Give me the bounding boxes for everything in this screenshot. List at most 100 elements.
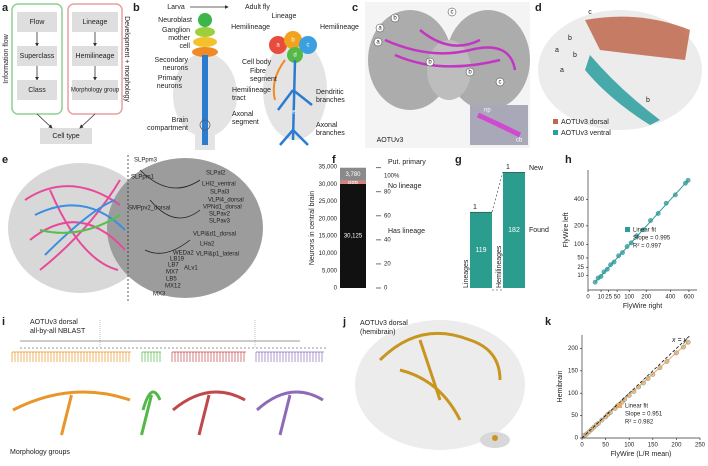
side-label: Information flow (3, 33, 10, 83)
y-tick-label: 50 (571, 413, 578, 419)
y-tick-label: 10 (577, 273, 584, 279)
x-tick-label: 50 (614, 295, 621, 301)
x-tick-label: 100 (624, 295, 635, 301)
lineage-label: VLPl&d1_dorsal (193, 232, 236, 238)
y2-tick-label: 0 (384, 286, 388, 292)
panel-label: f (332, 154, 336, 166)
annotation: x = y (671, 337, 687, 344)
box (17, 80, 57, 100)
lineage-label: ALv1 (184, 266, 198, 272)
y-tick-label: 15,000 (319, 234, 338, 240)
x-tick-label: 200 (641, 295, 652, 301)
box-label: Flow (30, 19, 46, 26)
panel-c-art (365, 2, 530, 148)
neuron (140, 390, 162, 436)
marker: c (499, 80, 502, 86)
label: Brain (172, 117, 188, 124)
point (634, 233, 640, 239)
point (604, 266, 610, 272)
marker: a (276, 43, 280, 49)
label: Hemilineage (231, 24, 270, 31)
inset-label: cb (516, 138, 523, 144)
point (598, 274, 604, 279)
point (657, 365, 663, 371)
y-tick-label: 100 (568, 391, 579, 397)
label: Axonal (232, 111, 254, 118)
label: Dendritic (316, 89, 344, 96)
label: compartment (147, 125, 188, 132)
neuron (255, 390, 324, 436)
legend-label: Found (529, 227, 549, 234)
point (641, 380, 646, 386)
panel-e-art (8, 155, 263, 302)
value-label: 119 (475, 247, 486, 254)
point (673, 192, 678, 198)
inset-label: np (484, 108, 491, 114)
point (650, 372, 656, 377)
bar-segment (503, 172, 525, 173)
box (72, 46, 118, 66)
y-tick-label: 0 (575, 436, 579, 442)
lineage-label: SLPal2 (206, 171, 226, 177)
label: Fibre (250, 68, 266, 75)
marker: a (555, 47, 559, 54)
legend-swatch (625, 227, 630, 232)
label: segment (250, 76, 277, 83)
x-tick-label: 50 (602, 443, 609, 449)
side-label: Development + morphology (123, 16, 130, 102)
marker-dot (465, 67, 475, 77)
x-tick-label: 400 (665, 295, 676, 301)
x-tick-label: 25 (605, 295, 612, 301)
y-tick-label: 25 (577, 265, 584, 271)
marker: d (293, 53, 296, 59)
connector (491, 171, 504, 213)
panel-label: h (565, 154, 572, 166)
marker: a (560, 67, 564, 74)
bar-segment (470, 212, 492, 288)
point (592, 279, 598, 285)
panel-label: d (535, 2, 542, 14)
marker-dot (373, 37, 383, 47)
box (72, 12, 118, 32)
x-tick-label: 10 (598, 295, 605, 301)
y-tick-label: 200 (574, 223, 585, 229)
bar-segment (340, 183, 366, 288)
box-label: Superclass (20, 53, 55, 60)
lineage-label: LHl2_ventral (202, 182, 236, 188)
value-label: 886 (348, 180, 359, 186)
y2-tick-label: 60 (384, 213, 391, 219)
label: cell (179, 43, 190, 50)
legend-label: AOTUv3 dorsal (561, 119, 609, 126)
segment-label: Has lineage (388, 228, 425, 235)
panel-label: i (2, 316, 5, 328)
marker-dot (390, 13, 400, 23)
box-label: Hemilineage (76, 53, 115, 60)
lineage-label: SLPpm3 (134, 158, 158, 164)
panel-label: k (545, 316, 552, 328)
arrow (36, 113, 53, 129)
lineage-label: VLPl4_dorsal (208, 198, 244, 204)
point (624, 244, 630, 249)
label: Axonal (316, 122, 338, 129)
value-label: 30,125 (344, 234, 363, 240)
marker-dot (375, 23, 385, 33)
label: branches (316, 130, 345, 137)
neuron (172, 390, 246, 436)
caption: Morphology groups (10, 449, 70, 456)
point (626, 393, 632, 398)
label: mother (168, 35, 190, 42)
y-tick-label: 150 (568, 368, 579, 374)
x-tick-label: 200 (671, 443, 682, 449)
point (685, 339, 691, 345)
box (17, 12, 57, 32)
marker: c (588, 9, 592, 16)
label: Ganglion (162, 27, 190, 34)
panel-b-art (173, 5, 327, 150)
point (611, 259, 617, 265)
lineage-label: SLPpm1 (131, 175, 155, 181)
point (640, 227, 646, 233)
y2-tick-label: 100% (384, 173, 400, 179)
point (655, 211, 661, 216)
lineage-label: SLPav2 (209, 212, 231, 218)
y-tick-label: 35,000 (319, 165, 338, 171)
